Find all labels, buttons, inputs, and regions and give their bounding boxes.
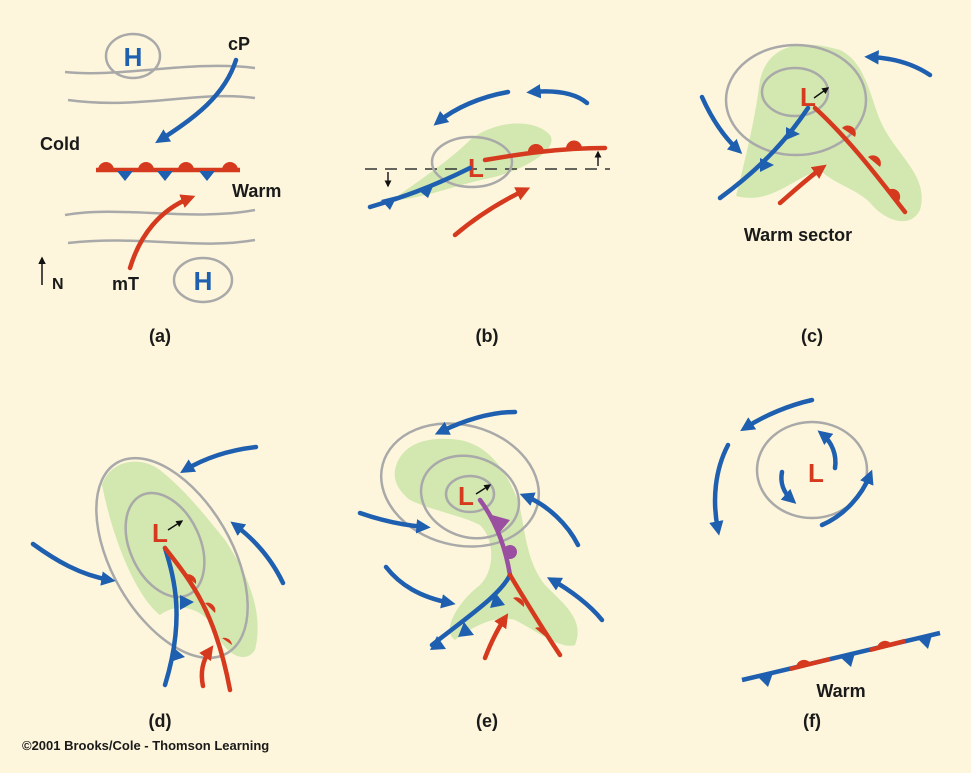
high-pressure-label-south: H [194, 266, 213, 296]
low-pressure-label-e: L [458, 481, 474, 511]
cyclone-motion-arrow-icon [813, 87, 830, 99]
mt-air-mass-label: mT [112, 274, 139, 294]
cold-air-flow-arrow [155, 57, 239, 144]
panel-c: L Warm sector (c) [699, 43, 933, 346]
panel-f: L Warm (f) [709, 397, 941, 731]
warm-front-bumps [98, 162, 238, 170]
cold-label: Cold [40, 134, 80, 154]
panel-e: L (e) [357, 409, 605, 731]
copyright-credit: ©2001 Brooks/Cole - Thomson Learning [22, 738, 269, 753]
caption-d: (d) [149, 711, 172, 731]
low-pressure-label-b: L [468, 153, 484, 183]
caption-e: (e) [476, 711, 498, 731]
panel-b: L (b) [365, 84, 610, 346]
warm-air-flow-arrow [127, 194, 196, 271]
stationary-front-f [741, 630, 941, 683]
warm-label: Warm [232, 181, 281, 201]
occluded-front [477, 497, 513, 578]
north-label: N [52, 276, 64, 293]
caption-c: (c) [801, 326, 823, 346]
high-pressure-label-north: H [124, 42, 143, 72]
low-pressure-label-d: L [152, 518, 168, 548]
warm-sector-label: Warm sector [744, 225, 852, 245]
caption-b: (b) [476, 326, 499, 346]
caption-f: (f) [803, 711, 821, 731]
low-pressure-label-f: L [808, 458, 824, 488]
low-pressure-label-c: L [800, 82, 816, 112]
caption-a: (a) [149, 326, 171, 346]
cold-front-triangles [117, 171, 215, 181]
cp-air-mass-label: cP [228, 34, 250, 54]
panel-d: L (d) [30, 444, 286, 731]
warm-label-f: Warm [816, 681, 865, 701]
panel-a: H H cP Cold Warm mT N (a) [38, 32, 281, 346]
